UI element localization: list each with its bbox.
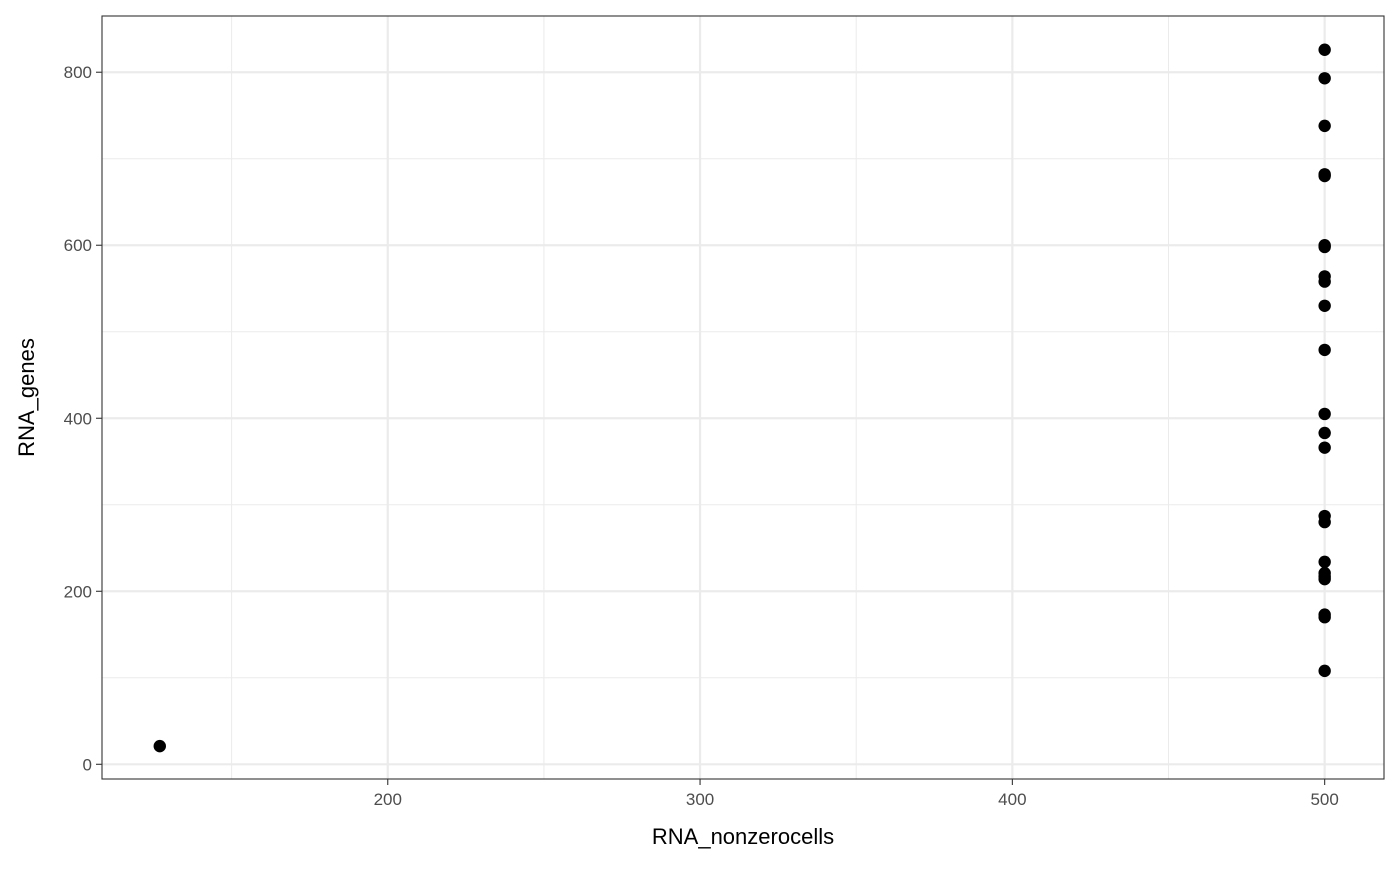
x-axis-title: RNA_nonzerocells <box>652 824 834 849</box>
x-tick-label: 200 <box>374 790 402 809</box>
x-tick-label: 300 <box>686 790 714 809</box>
y-tick-label: 400 <box>64 409 92 428</box>
data-point <box>1318 72 1331 85</box>
data-point <box>1318 441 1331 454</box>
y-axis-tick-labels: 0 200 400 600 800 <box>64 63 92 774</box>
data-point <box>1318 407 1331 421</box>
y-tick-label: 800 <box>64 63 92 82</box>
data-points <box>153 43 1331 753</box>
major-gridlines <box>102 16 1384 779</box>
data-point <box>1318 664 1331 678</box>
data-point <box>1318 270 1331 283</box>
data-point <box>1318 566 1331 580</box>
data-point <box>1318 299 1331 313</box>
data-point <box>1318 608 1331 621</box>
axis-ticks <box>96 71 1326 785</box>
y-tick-label: 200 <box>64 582 92 601</box>
panel-border <box>101 15 1385 780</box>
data-point <box>1318 119 1331 133</box>
x-tick-label: 400 <box>998 790 1026 809</box>
data-point <box>1318 43 1331 56</box>
data-point <box>1318 168 1331 181</box>
data-point <box>1318 239 1331 252</box>
minor-gridlines <box>102 16 1384 779</box>
x-axis-tick-labels: 200 300 400 500 <box>374 790 1339 809</box>
data-point <box>1318 555 1331 569</box>
data-point <box>1318 509 1331 523</box>
y-tick-label: 0 <box>83 755 92 774</box>
data-point <box>1318 343 1331 357</box>
data-point <box>1318 426 1331 440</box>
x-tick-label: 500 <box>1310 790 1338 809</box>
y-axis-title: RNA_genes <box>14 338 39 457</box>
data-point <box>153 739 166 753</box>
y-tick-label: 600 <box>64 236 92 255</box>
